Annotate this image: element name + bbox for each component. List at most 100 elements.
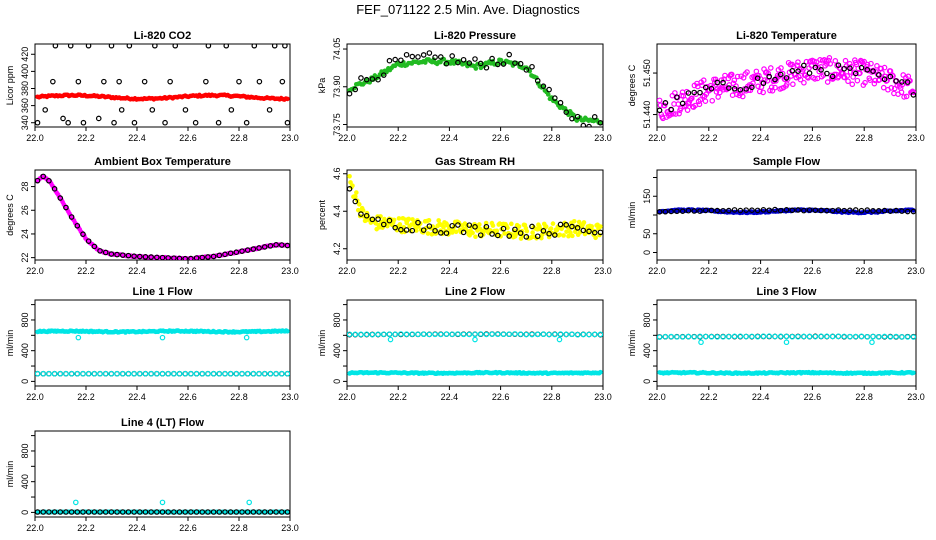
data-point xyxy=(523,234,530,240)
data-point xyxy=(783,75,790,81)
data-point xyxy=(597,120,603,126)
data-point xyxy=(668,106,674,113)
y-tick-label: 4.2 xyxy=(332,242,342,255)
data-point xyxy=(97,248,103,254)
data-point xyxy=(46,370,52,377)
data-point xyxy=(426,50,433,56)
data-point xyxy=(841,65,847,72)
data-point xyxy=(425,231,431,236)
data-point xyxy=(911,370,916,376)
data-point xyxy=(375,76,381,83)
data-point xyxy=(216,509,223,515)
data-point xyxy=(684,107,691,113)
data-point xyxy=(243,334,250,341)
x-tick-label: 23.0 xyxy=(594,392,612,402)
data-point xyxy=(899,208,905,214)
data-point xyxy=(436,218,441,223)
data-point xyxy=(52,44,59,49)
data-point xyxy=(598,369,603,375)
data-point xyxy=(415,54,421,60)
data-point xyxy=(420,331,427,338)
data-point xyxy=(530,230,535,235)
data-point xyxy=(868,60,874,67)
data-point xyxy=(285,509,290,515)
data-point xyxy=(131,370,137,377)
data-point xyxy=(172,44,179,49)
data-point xyxy=(74,222,81,229)
data-point xyxy=(569,223,575,230)
data-point xyxy=(864,207,871,213)
data-point xyxy=(210,253,217,260)
data-point xyxy=(266,107,273,113)
data-point xyxy=(691,334,698,340)
data-point xyxy=(824,70,830,77)
data-point xyxy=(697,333,703,340)
y-tick-label: 400 xyxy=(20,64,30,79)
data-point xyxy=(540,331,547,338)
data-point xyxy=(904,79,911,85)
data-point xyxy=(708,333,715,340)
data-point xyxy=(154,254,160,260)
data-point xyxy=(95,115,102,122)
data-point xyxy=(714,207,721,214)
data-point xyxy=(824,207,830,214)
data-point xyxy=(437,331,444,338)
y-tick-label: 340 xyxy=(20,115,30,130)
data-point xyxy=(386,57,393,64)
data-point xyxy=(546,86,552,93)
y-tick-label: 0 xyxy=(642,379,652,384)
data-point xyxy=(829,73,836,80)
data-point xyxy=(244,247,251,253)
data-point xyxy=(68,509,75,515)
x-tick-label: 22.8 xyxy=(230,266,248,276)
y-tick-label: 74.05 xyxy=(332,38,342,61)
data-point xyxy=(783,207,790,213)
data-point xyxy=(689,95,695,102)
data-point xyxy=(768,84,775,91)
x-tick-label: 22.8 xyxy=(855,266,873,276)
data-point xyxy=(854,77,861,84)
data-point xyxy=(754,333,761,340)
data-point xyxy=(142,509,149,515)
data-point xyxy=(363,76,370,83)
data-point xyxy=(97,509,103,515)
data-point xyxy=(199,370,206,377)
data-point xyxy=(576,219,582,225)
data-point xyxy=(506,331,513,337)
data-point xyxy=(108,509,115,515)
data-point xyxy=(749,333,755,340)
data-point xyxy=(561,233,566,238)
data-point xyxy=(517,60,524,67)
data-point xyxy=(571,219,577,224)
chart-co2: Li-820 CO2 22.0 22.2 22.4 22.6 22.8 23.0 340 360… xyxy=(5,30,299,143)
data-point xyxy=(875,333,882,340)
y-tick-label: 50 xyxy=(642,229,652,239)
data-point xyxy=(760,207,767,213)
y-tick-label: 4.4 xyxy=(332,205,342,218)
data-point xyxy=(517,331,524,338)
data-point xyxy=(864,334,871,340)
data-point xyxy=(697,89,703,96)
data-point xyxy=(449,222,455,229)
data-point xyxy=(500,61,507,67)
data-point xyxy=(564,229,569,234)
data-point xyxy=(778,65,784,71)
data-point xyxy=(483,331,490,338)
data-point xyxy=(502,231,507,236)
data-point xyxy=(101,78,107,85)
x-tick-label: 22.0 xyxy=(26,133,44,143)
data-point xyxy=(386,217,393,224)
x-tick-label: 22.2 xyxy=(389,133,407,143)
data-point xyxy=(731,333,738,340)
data-point xyxy=(273,242,279,248)
data-point xyxy=(864,66,871,73)
data-point xyxy=(772,84,778,91)
chart-line2: Line 2 Flow 22.0 22.2 22.4 22.6 22.8 23.0 0 400 8… xyxy=(317,286,612,402)
data-point xyxy=(85,370,92,377)
data-point xyxy=(546,230,552,237)
x-tick-label: 23.0 xyxy=(907,266,925,276)
data-point xyxy=(574,225,581,231)
data-point xyxy=(713,89,720,95)
data-point xyxy=(657,107,663,114)
data-point xyxy=(812,76,818,82)
